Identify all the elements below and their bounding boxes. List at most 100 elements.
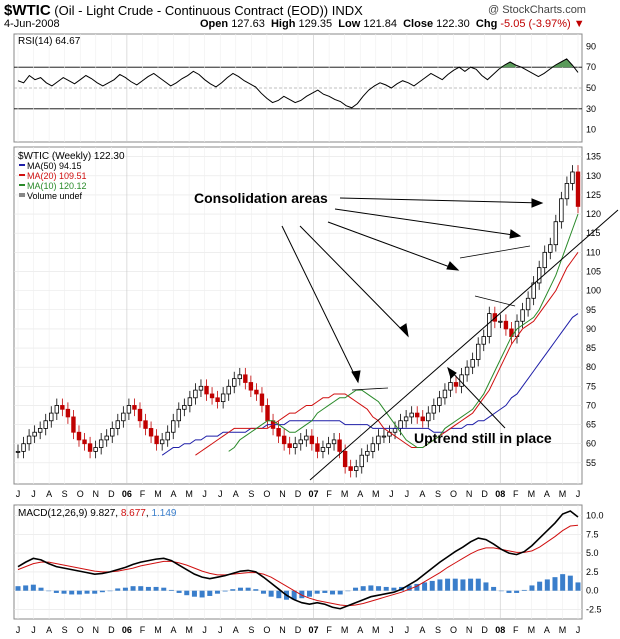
arrow-head-icon xyxy=(509,229,522,239)
price-bar xyxy=(115,420,121,429)
macd-histogram-bar xyxy=(307,590,313,597)
uptrend-annotation: Uptrend still in place xyxy=(414,430,552,446)
price-bar xyxy=(525,297,531,311)
low-value: 121.84 xyxy=(363,18,397,30)
price-bar xyxy=(154,435,159,445)
x-tick-label: S xyxy=(62,489,68,499)
price-bar xyxy=(137,408,143,422)
macd-histogram-bar xyxy=(107,590,113,592)
x-tick-label: S xyxy=(62,625,68,635)
x-tick-label: J xyxy=(405,625,410,635)
macd-histogram-bar xyxy=(383,586,389,591)
volume-legend: Volume undef xyxy=(27,191,83,201)
ma10-line xyxy=(228,213,579,452)
ma10-legend: MA(10) 120.12 xyxy=(27,181,87,191)
x-tick-label: O xyxy=(450,489,457,499)
x-tick-label: N xyxy=(466,489,473,499)
price-bar xyxy=(226,385,231,395)
price-bar xyxy=(281,435,287,445)
macd-histogram-bar xyxy=(391,587,397,591)
macd-histogram-bar xyxy=(544,579,550,591)
price-bar xyxy=(370,443,376,452)
price-tick-label: 70 xyxy=(586,400,596,410)
rsi-tick-label: 50 xyxy=(586,83,596,93)
price-bar xyxy=(148,428,154,437)
arrow-consolidation-3 xyxy=(327,221,459,271)
price-bar xyxy=(326,443,331,448)
price-bar xyxy=(204,385,209,395)
open-label: Open xyxy=(200,18,229,30)
volume-legend-swatch xyxy=(19,193,25,197)
price-tick-label: 85 xyxy=(586,343,596,353)
price-bar xyxy=(320,447,326,452)
macd-histogram-bar xyxy=(460,579,466,591)
price-bar xyxy=(354,466,359,471)
price-bar xyxy=(176,408,181,422)
price-bar xyxy=(520,309,525,322)
x-tick-label: 08 xyxy=(495,489,505,499)
macd-histogram-bar xyxy=(245,587,251,591)
price-bar xyxy=(448,382,453,391)
price-bar xyxy=(215,397,220,403)
price-bar xyxy=(298,439,303,445)
price-bar xyxy=(431,405,437,414)
price-bar xyxy=(37,428,43,433)
rsi-panel: RSI(14) 64.67 10 30 50 70 90 xyxy=(13,33,596,143)
macd-histogram-bar xyxy=(138,586,144,591)
macd-histogram-bar xyxy=(567,575,573,591)
x-tick-label: J xyxy=(576,489,581,499)
x-tick-label: 06 xyxy=(122,625,132,635)
price-tick-label: 75 xyxy=(586,381,596,391)
x-tick-label: N xyxy=(93,625,100,635)
x-tick-label: 06 xyxy=(122,489,132,499)
price-bar xyxy=(315,443,320,452)
macd-histogram-bar xyxy=(537,581,543,591)
consolidation-marker xyxy=(474,295,516,307)
ma20-legend: MA(20) 109.51 xyxy=(27,171,87,181)
macd-tick-label: 7.5 xyxy=(586,529,599,539)
x-tick-label: A xyxy=(233,625,239,635)
arrow-consolidation-5 xyxy=(339,197,543,204)
macd-histogram-bar xyxy=(46,590,52,592)
x-tick-label: J xyxy=(31,625,36,635)
price-bar xyxy=(87,443,93,452)
price-bar xyxy=(442,389,448,399)
price-bar xyxy=(232,378,237,387)
macd-tick-label: -2.5 xyxy=(586,604,602,614)
exchange: INDX xyxy=(331,3,363,18)
price-bar xyxy=(165,431,170,441)
arrow-head-icon xyxy=(351,370,361,384)
price-bar xyxy=(43,420,48,429)
price-bar xyxy=(470,359,475,368)
price-tick-label: 130 xyxy=(586,171,601,181)
macd-histogram-bar xyxy=(237,587,243,591)
macd-title: MACD(12,26,9) 9.827, 8.677, 1.149 xyxy=(18,508,177,519)
macd-histogram-bar xyxy=(337,590,343,595)
macd-histogram-bar xyxy=(452,578,458,591)
rsi-gridlines xyxy=(14,34,582,142)
x-tick-label: M xyxy=(528,489,536,499)
price-bar xyxy=(32,431,37,437)
price-bar xyxy=(121,412,126,422)
x-tick-label: O xyxy=(450,625,457,635)
macd-line xyxy=(17,510,579,610)
x-tick-label: F xyxy=(326,489,332,499)
macd-histogram-bar xyxy=(552,577,558,591)
macd-histogram-bar xyxy=(222,590,228,592)
macd-histogram-bar xyxy=(207,590,213,596)
macd-histogram-bar xyxy=(130,586,136,591)
macd-histogram-bar xyxy=(291,590,297,600)
macd-histogram-bar xyxy=(53,590,59,593)
price-bar xyxy=(453,382,459,387)
chart-header-title: $WTIC (Oil - Light Crude - Continuous Co… xyxy=(4,2,363,19)
x-tick-label: J xyxy=(202,489,207,499)
price-bar xyxy=(265,405,270,422)
macd-tick-label: 2.5 xyxy=(586,567,599,577)
ma50-line xyxy=(161,313,579,456)
x-tick-label: F xyxy=(140,489,146,499)
price-tick-label: 90 xyxy=(586,324,596,334)
x-tick-label: J xyxy=(389,489,394,499)
macd-histogram-bar xyxy=(153,586,159,591)
macd-histogram-bar xyxy=(514,590,520,593)
macd-histogram-bar xyxy=(314,590,320,594)
